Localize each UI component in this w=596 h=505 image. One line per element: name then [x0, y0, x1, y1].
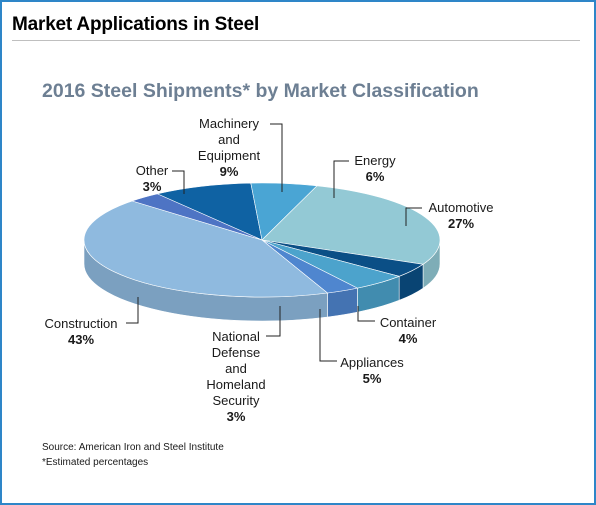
pie-slice-automotive [261, 185, 441, 265]
slice-label-national-defense-and-homeland-security: and [225, 361, 247, 376]
slice-label-national-defense-and-homeland-security: National [212, 329, 260, 344]
pie-slice-construction [83, 200, 329, 298]
slice-value-appliances: 5% [363, 371, 382, 386]
leader-machinery-and-equipment [270, 123, 283, 192]
leader-national-defense-and-homeland-security [266, 306, 281, 337]
leader-other [172, 170, 185, 194]
chart-title: 2016 Steel Shipments* by Market Classifi… [42, 80, 479, 102]
slice-label-container: Container [380, 315, 437, 330]
slice-value-energy: 6% [366, 169, 385, 184]
slice-value-container: 4% [399, 331, 418, 346]
title-divider [12, 40, 580, 41]
slice-value-construction: 43% [68, 332, 94, 347]
slice-labels: MachineryandEquipment9%Energy6%Automotiv… [45, 116, 494, 424]
leader-automotive [405, 207, 422, 226]
leader-container [357, 306, 375, 322]
slice-label-machinery-and-equipment: and [218, 132, 240, 147]
slice-value-automotive: 27% [448, 216, 474, 231]
leader-energy [333, 160, 349, 198]
pie-slice-machinery-and-equipment [156, 182, 263, 241]
page-title: Market Applications in Steel [12, 14, 260, 35]
slice-label-other: Other [136, 163, 169, 178]
slice-label-national-defense-and-homeland-security: Security [213, 393, 260, 408]
slice-label-national-defense-and-homeland-security: Homeland [206, 377, 265, 392]
estimate-note: *Estimated percentages [42, 457, 149, 468]
slice-label-appliances: Appliances [340, 355, 404, 370]
label-leader-lines [126, 123, 422, 362]
slice-value-machinery-and-equipment: 9% [220, 164, 239, 179]
slice-label-automotive: Automotive [428, 200, 493, 215]
pie-top-faces [83, 182, 441, 298]
slice-label-national-defense-and-homeland-security: Defense [212, 345, 260, 360]
slice-value-other: 3% [143, 179, 162, 194]
slice-label-construction: Construction [45, 316, 118, 331]
slice-value-national-defense-and-homeland-security: 3% [227, 409, 246, 424]
leader-appliances [319, 309, 337, 362]
slice-label-machinery-and-equipment: Equipment [198, 148, 261, 163]
slice-label-machinery-and-equipment: Machinery [199, 116, 259, 131]
leader-construction [126, 297, 139, 324]
source-note: Source: American Iron and Steel Institut… [42, 442, 224, 453]
slice-label-energy: Energy [354, 153, 396, 168]
pie-slice-other [131, 193, 263, 241]
